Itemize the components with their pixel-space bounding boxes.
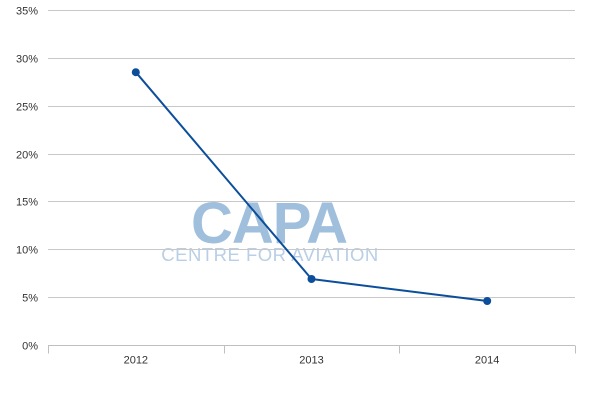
x-tick-label: 2013 — [299, 355, 323, 367]
y-tick-label: 0% — [22, 341, 38, 353]
watermark-subtitle: CENTRE FOR AVIATION — [161, 244, 378, 265]
y-tick-label: 20% — [16, 150, 38, 162]
y-tick-label: 10% — [16, 245, 38, 257]
series — [131, 68, 492, 305]
data-point[interactable] — [483, 297, 492, 305]
watermark: CAPA CENTRE FOR AVIATION — [161, 191, 378, 265]
y-tick-label: 30% — [16, 54, 38, 66]
data-point[interactable] — [131, 68, 140, 77]
data-point[interactable] — [307, 275, 316, 283]
x-tick-label: 2012 — [124, 355, 148, 367]
x-axis-tick-labels: 2012 2013 2014 — [124, 355, 500, 367]
grid — [48, 10, 575, 298]
axes — [48, 345, 576, 354]
y-tick-label: 15% — [16, 197, 38, 209]
y-tick-label: 25% — [16, 102, 38, 114]
y-axis-tick-labels: 0% 5% 10% 15% 20% 25% 30% 35% — [16, 6, 38, 353]
x-tick-label: 2014 — [475, 355, 499, 367]
y-tick-label: 5% — [22, 293, 38, 305]
y-tick-label: 35% — [16, 6, 38, 18]
